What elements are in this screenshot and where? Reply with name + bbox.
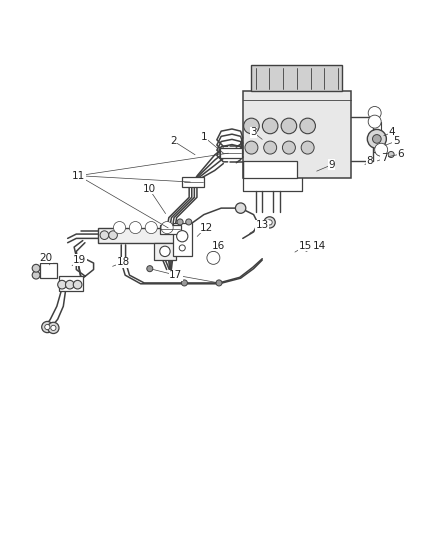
Circle shape [163, 224, 171, 231]
Circle shape [113, 222, 126, 233]
Circle shape [58, 280, 66, 289]
Text: 14: 14 [313, 241, 326, 251]
Circle shape [177, 219, 183, 225]
Circle shape [281, 118, 297, 134]
Circle shape [371, 118, 378, 126]
Text: 7: 7 [381, 154, 388, 164]
Text: 13: 13 [256, 221, 269, 230]
Circle shape [300, 118, 315, 134]
Bar [251, 66, 342, 91]
Circle shape [48, 322, 59, 334]
Bar [173, 223, 192, 256]
Text: 5: 5 [393, 136, 399, 146]
Circle shape [51, 325, 56, 330]
Circle shape [367, 130, 386, 149]
Text: 1: 1 [201, 132, 207, 142]
Text: 8: 8 [366, 156, 373, 166]
Circle shape [244, 118, 259, 134]
Circle shape [264, 217, 275, 228]
Circle shape [207, 252, 220, 264]
Text: 19: 19 [73, 255, 86, 265]
Bar [243, 160, 297, 178]
Circle shape [301, 141, 314, 154]
Bar [182, 177, 204, 188]
Circle shape [262, 118, 278, 134]
Circle shape [161, 222, 173, 233]
Circle shape [245, 141, 258, 154]
Text: 9: 9 [328, 160, 335, 170]
Circle shape [368, 107, 381, 119]
Circle shape [377, 146, 385, 154]
Text: 15: 15 [299, 241, 312, 251]
Circle shape [186, 219, 192, 225]
Text: 18: 18 [117, 257, 130, 267]
Circle shape [45, 325, 50, 329]
Circle shape [371, 109, 378, 117]
Text: 2: 2 [170, 136, 177, 146]
Text: 12: 12 [199, 223, 213, 232]
Circle shape [260, 221, 268, 229]
Circle shape [236, 203, 246, 213]
Text: 3: 3 [250, 127, 257, 138]
Circle shape [147, 224, 155, 231]
Circle shape [264, 141, 277, 154]
Circle shape [100, 231, 109, 239]
Circle shape [177, 231, 188, 242]
Circle shape [32, 271, 40, 279]
Bar [220, 148, 242, 158]
Circle shape [374, 143, 388, 156]
Circle shape [147, 265, 153, 272]
Circle shape [73, 280, 82, 289]
Circle shape [179, 245, 185, 251]
Circle shape [160, 246, 170, 256]
Circle shape [66, 280, 74, 289]
Text: 4: 4 [389, 127, 395, 138]
Circle shape [267, 220, 272, 225]
Circle shape [145, 222, 157, 233]
Circle shape [109, 231, 117, 239]
Circle shape [181, 280, 187, 286]
Text: 20: 20 [39, 253, 53, 263]
Bar [154, 243, 176, 260]
Bar [243, 91, 351, 178]
Text: 11: 11 [72, 171, 85, 181]
Circle shape [283, 141, 295, 154]
Circle shape [131, 224, 139, 231]
Circle shape [116, 224, 124, 231]
Bar [160, 224, 181, 234]
Circle shape [388, 151, 394, 158]
Circle shape [209, 254, 217, 262]
Text: 10: 10 [142, 184, 155, 193]
Text: 16: 16 [212, 241, 225, 251]
Bar [98, 228, 176, 243]
Text: 6: 6 [397, 149, 404, 159]
Circle shape [32, 264, 40, 272]
Circle shape [129, 222, 141, 233]
Bar [39, 263, 57, 278]
Circle shape [368, 115, 381, 128]
Bar [59, 276, 83, 291]
Circle shape [42, 321, 53, 333]
Circle shape [216, 280, 222, 286]
Text: 17: 17 [169, 270, 182, 280]
Circle shape [372, 135, 381, 143]
